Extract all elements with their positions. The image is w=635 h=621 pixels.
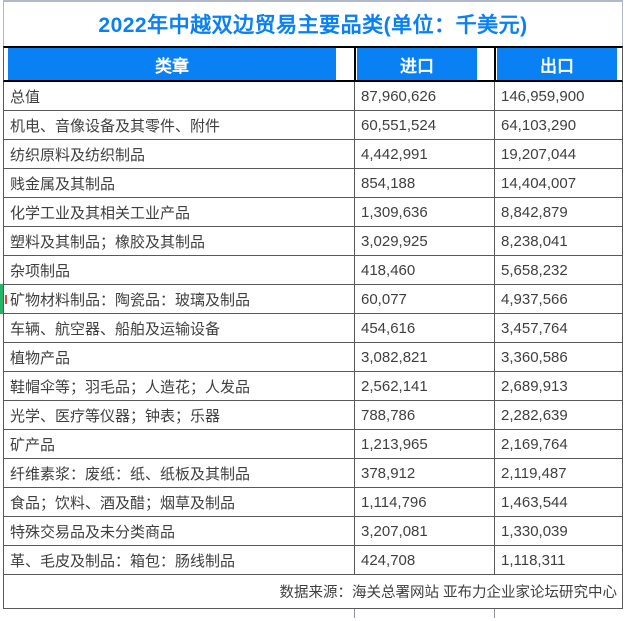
cell-import: 1,309,636 xyxy=(354,198,494,226)
table-title-row: 2022年中越双边贸易主要品类(单位：千美元) xyxy=(3,0,623,46)
column-header-export: 出口 xyxy=(494,48,622,80)
cell-category: 光学、医疗等仪器；钟表；乐器 xyxy=(10,407,221,425)
cell-import: 1,213,965 xyxy=(354,430,494,458)
cell-export: 8,238,041 xyxy=(494,227,622,255)
data-source-row: 数据来源：海关总署网站 亚布力企业家论坛研究中心 xyxy=(3,575,623,609)
green-selection-marker xyxy=(0,284,3,314)
cell-category: 植物产品 xyxy=(10,349,71,367)
data-source-text: 数据来源：海关总署网站 亚布力企业家论坛研究中心 xyxy=(279,585,617,601)
table-header-row: 类章 进口 出口 xyxy=(3,46,623,82)
table-row: 塑料及其制品；橡胶及其制品 3,029,925 8,238,041 xyxy=(4,227,622,256)
cell-category: 食品；饮料、酒及醋；烟草及制品 xyxy=(10,494,236,512)
table-row: 植物产品 3,082,821 3,360,586 xyxy=(4,343,622,372)
page-title: 2022年中越双边贸易主要品类(单位：千美元) xyxy=(98,14,528,37)
cell-category: 机电、音像设备及其零件、附件 xyxy=(10,117,221,135)
cell-export: 5,658,232 xyxy=(494,256,622,284)
cell-import: 454,616 xyxy=(354,314,494,342)
table-row: 贱金属及其制品 854,188 14,404,007 xyxy=(4,169,622,198)
cell-import: 3,082,821 xyxy=(354,343,494,371)
cell-import: 2,562,141 xyxy=(354,372,494,400)
cell-category: 纤维素浆：废纸：纸、纸板及其制品 xyxy=(10,465,251,483)
cell-export: 146,959,900 xyxy=(494,82,622,110)
cell-import: 378,912 xyxy=(354,459,494,487)
partial-next-row xyxy=(3,609,623,618)
cell-export: 8,842,879 xyxy=(494,198,622,226)
table-row: 矿产品 1,213,965 2,169,764 xyxy=(4,430,622,459)
table-row: 特殊交易品及未分类商品 3,207,081 1,330,039 xyxy=(4,517,622,546)
table-row: 车辆、航空器、船舶及运输设备 454,616 3,457,764 xyxy=(4,314,622,343)
table-row: 机电、音像设备及其零件、附件 60,551,524 64,103,290 xyxy=(4,111,622,140)
column-header-import: 进口 xyxy=(354,48,494,80)
cell-export: 4,937,566 xyxy=(494,285,622,313)
cell-import: 3,029,925 xyxy=(354,227,494,255)
table-row: 鞋帽伞等；羽毛品；人造花；人发品 2,562,141 2,689,913 xyxy=(4,372,622,401)
cell-export: 14,404,007 xyxy=(494,169,622,197)
table-row: 纤维素浆：废纸：纸、纸板及其制品 378,912 2,119,487 xyxy=(4,459,622,488)
cell-export: 64,103,290 xyxy=(494,111,622,139)
cell-export: 2,689,913 xyxy=(494,372,622,400)
table-row: 杂项制品 418,460 5,658,232 xyxy=(4,256,622,285)
gridline-stub xyxy=(354,609,355,618)
cell-import: 788,786 xyxy=(354,401,494,429)
cell-export: 19,207,044 xyxy=(494,140,622,168)
table-row: 光学、医疗等仪器；钟表；乐器 788,786 2,282,639 xyxy=(4,401,622,430)
column-header-import-label: 进口 xyxy=(357,48,477,80)
cell-export: 1,330,039 xyxy=(494,517,622,545)
cell-category: 贱金属及其制品 xyxy=(10,175,116,193)
trade-table: 2022年中越双边贸易主要品类(单位：千美元) 类章 进口 出口 总值 87,9… xyxy=(0,0,623,618)
cell-import: 1,114,796 xyxy=(354,488,494,516)
cell-import: 4,442,991 xyxy=(354,140,494,168)
cell-category: 车辆、航空器、船舶及运输设备 xyxy=(10,320,221,338)
cell-import: 3,207,081 xyxy=(354,517,494,545)
column-header-category-label: 类章 xyxy=(8,48,336,80)
cell-import: 418,460 xyxy=(354,256,494,284)
cell-export: 3,360,586 xyxy=(494,343,622,371)
cell-export: 1,118,311 xyxy=(494,546,622,574)
table-row: 革、毛皮及制品：箱包：肠线制品 424,708 1,118,311 xyxy=(4,546,622,575)
cell-category: 矿产品 xyxy=(10,436,56,454)
red-cursor-marker xyxy=(5,295,7,304)
gridline-stub xyxy=(494,609,495,618)
cell-import: 60,077 xyxy=(354,285,494,313)
table-row: 食品；饮料、酒及醋；烟草及制品 1,114,796 1,463,544 xyxy=(4,488,622,517)
cell-export: 2,282,639 xyxy=(494,401,622,429)
table-row: 化学工业及其相关工业产品 1,309,636 8,842,879 xyxy=(4,198,622,227)
cell-import: 60,551,524 xyxy=(354,111,494,139)
cell-export: 1,463,544 xyxy=(494,488,622,516)
table-row-mineral-materials: 矿物材料制品：陶瓷品：玻璃及制品 60,077 4,937,566 xyxy=(0,284,622,314)
column-header-export-label: 出口 xyxy=(497,48,617,80)
cell-category: 塑料及其制品；橡胶及其制品 xyxy=(10,233,206,251)
column-header-category: 类章 xyxy=(4,48,354,80)
cell-export: 2,119,487 xyxy=(494,459,622,487)
cell-category: 纺织原料及纺织制品 xyxy=(10,146,146,164)
table-row: 纺织原料及纺织制品 4,442,991 19,207,044 xyxy=(4,140,622,169)
cell-import: 424,708 xyxy=(354,546,494,574)
cell-category: 化学工业及其相关工业产品 xyxy=(10,204,191,222)
cell-import: 87,960,626 xyxy=(354,82,494,110)
table-body: 总值 87,960,626 146,959,900 机电、音像设备及其零件、附件… xyxy=(0,82,623,575)
cell-category: 鞋帽伞等；羽毛品；人造花；人发品 xyxy=(10,378,251,396)
cell-category: 矿物材料制品：陶瓷品：玻璃及制品 xyxy=(10,291,251,309)
cell-category: 杂项制品 xyxy=(10,262,71,280)
cell-import: 854,188 xyxy=(354,169,494,197)
cell-category: 特殊交易品及未分类商品 xyxy=(10,523,176,541)
cell-category: 总值 xyxy=(10,88,41,106)
cell-category: 革、毛皮及制品：箱包：肠线制品 xyxy=(10,552,236,570)
cell-export: 2,169,764 xyxy=(494,430,622,458)
table-row: 总值 87,960,626 146,959,900 xyxy=(4,82,622,111)
cell-export: 3,457,764 xyxy=(494,314,622,342)
